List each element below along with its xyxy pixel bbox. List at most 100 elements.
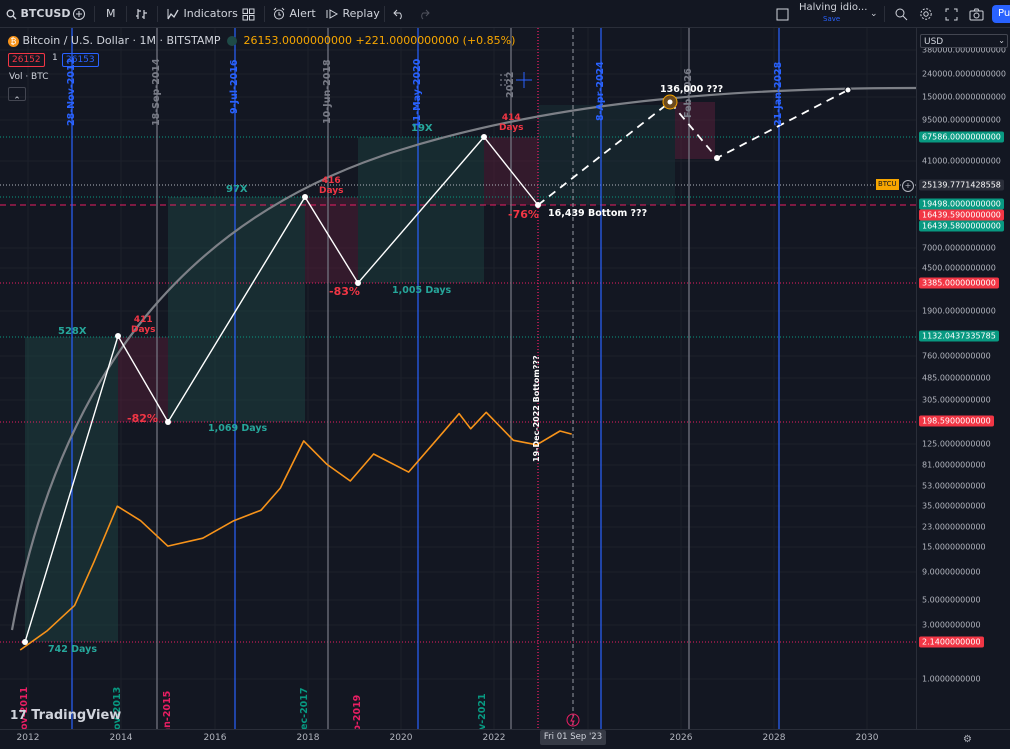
symbol-label: BTCUSD	[20, 7, 71, 20]
symbol-price-tag: BTCU	[876, 179, 899, 190]
layout-menu-chevron[interactable]: ⌄	[870, 0, 878, 28]
settings-icon: ⚙	[963, 734, 972, 745]
last-price-value: 26153.0000000000	[243, 34, 352, 47]
templates-button[interactable]	[242, 0, 255, 28]
cycle-point[interactable]	[535, 202, 541, 208]
interval-button[interactable]: M	[106, 7, 116, 20]
price-tick-label: 5.0000000000	[922, 595, 981, 605]
target-marker-dot	[667, 99, 673, 105]
price-level-tag: 16439.5900000000	[919, 209, 1004, 221]
price-level-tag: 67586.0000000000	[919, 131, 1004, 143]
undo-icon	[393, 9, 402, 20]
price-level-tag: 25139.7771428558	[919, 179, 1004, 191]
publish-button[interactable]: Pu	[992, 5, 1010, 23]
bottom-date-label: 7-Feb-2019	[352, 694, 363, 729]
toolbar-divider	[157, 6, 158, 22]
lightning-icon[interactable]	[566, 713, 580, 727]
price-tick-label: 760.0000000000	[922, 351, 991, 361]
plus-circle-icon	[73, 8, 85, 20]
cycle-point[interactable]	[115, 333, 121, 339]
top-date-label: 18-Dec-2017	[299, 687, 310, 729]
price-tick-label: 81.0000000000	[922, 460, 986, 470]
bid-box[interactable]: 26152	[8, 53, 45, 67]
cycle-point[interactable]	[302, 194, 308, 200]
replay-label: Replay	[342, 7, 380, 20]
chart-canvas[interactable]	[0, 28, 916, 729]
volume-label[interactable]: Vol · BTC	[9, 72, 49, 82]
currency-label: USD	[924, 37, 944, 47]
cycle-point[interactable]	[355, 280, 361, 286]
time-tick-label: 2022	[482, 733, 506, 743]
layout-name[interactable]: Halving idio... Save	[799, 0, 867, 23]
price-tick-label: 15.0000000000	[922, 542, 986, 552]
ask-box[interactable]: 26153	[62, 53, 99, 67]
indicators-button[interactable]: Indicators	[166, 0, 238, 28]
price-tick-label: 35.0000000000	[922, 501, 986, 511]
gear-icon	[920, 8, 932, 20]
cycle-point[interactable]	[165, 419, 171, 425]
tradingview-logo[interactable]: 𝟭𝟳 TradingView	[10, 708, 121, 723]
replay-button[interactable]: Replay	[325, 0, 380, 28]
target-label: 136,000 ???	[660, 84, 724, 95]
layout-checkbox[interactable]	[776, 0, 789, 28]
chart-type-button[interactable]	[135, 0, 149, 28]
alert-label: Alert	[289, 7, 316, 20]
quick-search-button[interactable]	[894, 0, 908, 28]
price-tick-label: 4500.0000000000	[922, 263, 996, 273]
cycle-point[interactable]	[22, 639, 28, 645]
price-level-tag: 1132.0437335785	[919, 330, 999, 342]
cycle-point[interactable]	[481, 134, 487, 140]
series-title[interactable]: Bitcoin / U.S. Dollar · 1M · BITSTAMP	[22, 34, 221, 47]
plus-icon: +	[904, 181, 912, 190]
price-tick-label: 9.0000000000	[922, 567, 981, 577]
price-level-tag: 19498.0000000000	[919, 198, 1004, 210]
add-price-alert-button[interactable]: +	[902, 180, 914, 192]
redo-button[interactable]	[418, 0, 430, 28]
price-series-line	[19, 411, 572, 651]
camera-icon	[969, 8, 984, 20]
fullscreen-icon	[945, 8, 958, 20]
collapse-legend-button[interactable]: ⌃	[8, 87, 26, 106]
auto-scale-button[interactable]: ⚙	[963, 734, 972, 745]
cycle-point[interactable]	[714, 155, 720, 161]
price-level-tag: 16439.5800000000	[919, 220, 1004, 232]
time-axis[interactable]: 2012 2014 2016 2018 2020 2022 2026 2028 2030	[0, 729, 1010, 749]
multiplier-label: 19X	[411, 123, 433, 134]
visibility-eye-icon[interactable]	[227, 36, 237, 46]
redo-icon	[421, 9, 430, 20]
drag-handle-icon[interactable]	[500, 74, 506, 86]
replay-icon	[326, 9, 339, 19]
bull-days-label: 742 Days	[48, 644, 97, 655]
price-axis[interactable]: 380000.0000000000 240000.0000000000 150000…	[916, 28, 1010, 729]
symbol-search[interactable]: BTCUSD	[6, 0, 70, 28]
time-tick-label: 2016	[203, 733, 227, 743]
toolbar-divider	[264, 6, 265, 22]
add-symbol-button[interactable]	[72, 0, 86, 28]
top-toolbar: BTCUSD M Indicators Alert Replay Halving…	[0, 0, 1010, 28]
indicators-label: Indicators	[183, 7, 238, 20]
price-tick-label: 3.0000000000	[922, 620, 981, 630]
zoom-search-icon	[895, 8, 908, 21]
symbol-tag-label: BTCU	[878, 180, 897, 188]
chart-pane[interactable]: 28-Nov-2012 9-Jul-2016 11-May-2020 8-Apr…	[0, 28, 916, 729]
halving-date-label: 11-May-2020	[412, 58, 423, 128]
drawdown-label: -76%	[508, 208, 539, 221]
halving-date-label: 21-Jan-2028	[773, 61, 784, 126]
settings-button[interactable]	[919, 0, 933, 28]
alert-button[interactable]: Alert	[272, 0, 316, 28]
price-level-tag: 2.1400000000	[919, 636, 984, 648]
time-tick-label: 2014	[109, 733, 133, 743]
price-tick-label: 380000.0000000000	[922, 45, 1006, 55]
layout-save-label: Save	[823, 15, 841, 23]
currency-select[interactable]: USD ⌄	[920, 34, 1008, 48]
toolbar-divider	[94, 6, 95, 22]
grid-lines	[0, 28, 916, 729]
fullscreen-button[interactable]	[945, 0, 958, 28]
top-date-label: 2022	[505, 71, 516, 98]
price-tick-label: 95000.0000000000	[922, 115, 1001, 125]
cycle-points	[22, 86, 852, 645]
undo-button[interactable]	[393, 0, 405, 28]
snapshot-button[interactable]	[969, 0, 984, 28]
cycle-point[interactable]	[844, 86, 852, 94]
price-tick-label: 240000.0000000000	[922, 69, 1006, 79]
